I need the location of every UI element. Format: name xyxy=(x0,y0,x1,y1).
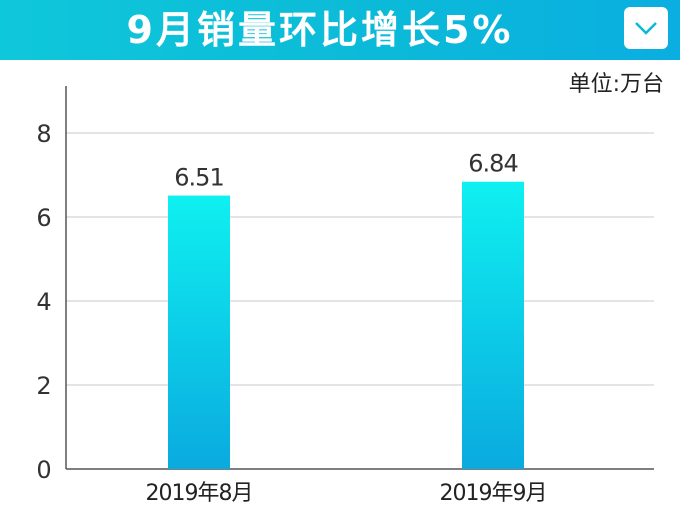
y-tick-label: 8 xyxy=(36,120,51,148)
x-tick-label: 2019年8月 xyxy=(146,481,253,506)
y-tick-label: 4 xyxy=(36,288,51,316)
x-tick-label: 2019年9月 xyxy=(440,481,547,506)
collapse-toggle-button[interactable] xyxy=(624,7,668,49)
bar xyxy=(462,181,524,469)
data-label: 6.84 xyxy=(468,150,517,178)
y-tick-label: 0 xyxy=(36,456,51,484)
y-tick-label: 6 xyxy=(36,204,51,232)
bar xyxy=(168,195,230,469)
unit-label: 单位:万台 xyxy=(568,72,664,97)
chart-title: 9月销量环比增长5% xyxy=(126,8,514,52)
y-tick-label: 2 xyxy=(36,372,51,400)
chevron-down-icon xyxy=(635,22,657,35)
data-label: 6.51 xyxy=(174,164,223,192)
title-banner: 9月销量环比增长5% xyxy=(0,0,680,60)
